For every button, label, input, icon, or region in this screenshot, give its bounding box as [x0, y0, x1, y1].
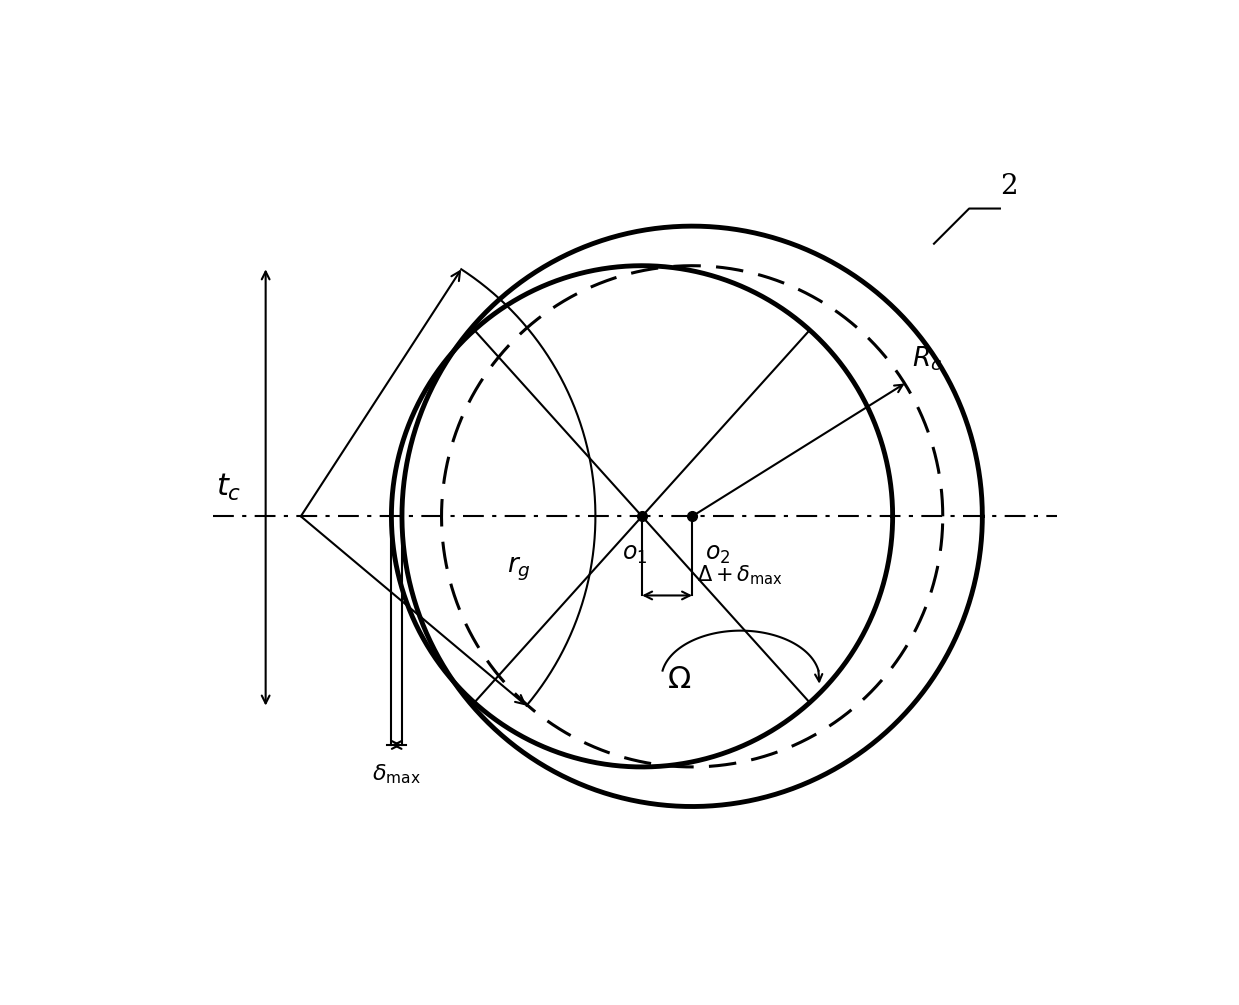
Text: 2: 2	[1000, 173, 1017, 200]
Text: $R_c$: $R_c$	[912, 345, 942, 373]
Text: $\delta_{\rm max}$: $\delta_{\rm max}$	[372, 763, 421, 786]
Text: $o_1$: $o_1$	[622, 543, 648, 566]
Text: $\Delta+\delta_{\rm max}$: $\Delta+\delta_{\rm max}$	[696, 563, 783, 587]
Text: $t_c$: $t_c$	[216, 472, 242, 504]
Text: $r_g$: $r_g$	[507, 556, 532, 583]
Text: $\Omega$: $\Omega$	[667, 663, 691, 694]
Text: $o_2$: $o_2$	[705, 543, 731, 566]
